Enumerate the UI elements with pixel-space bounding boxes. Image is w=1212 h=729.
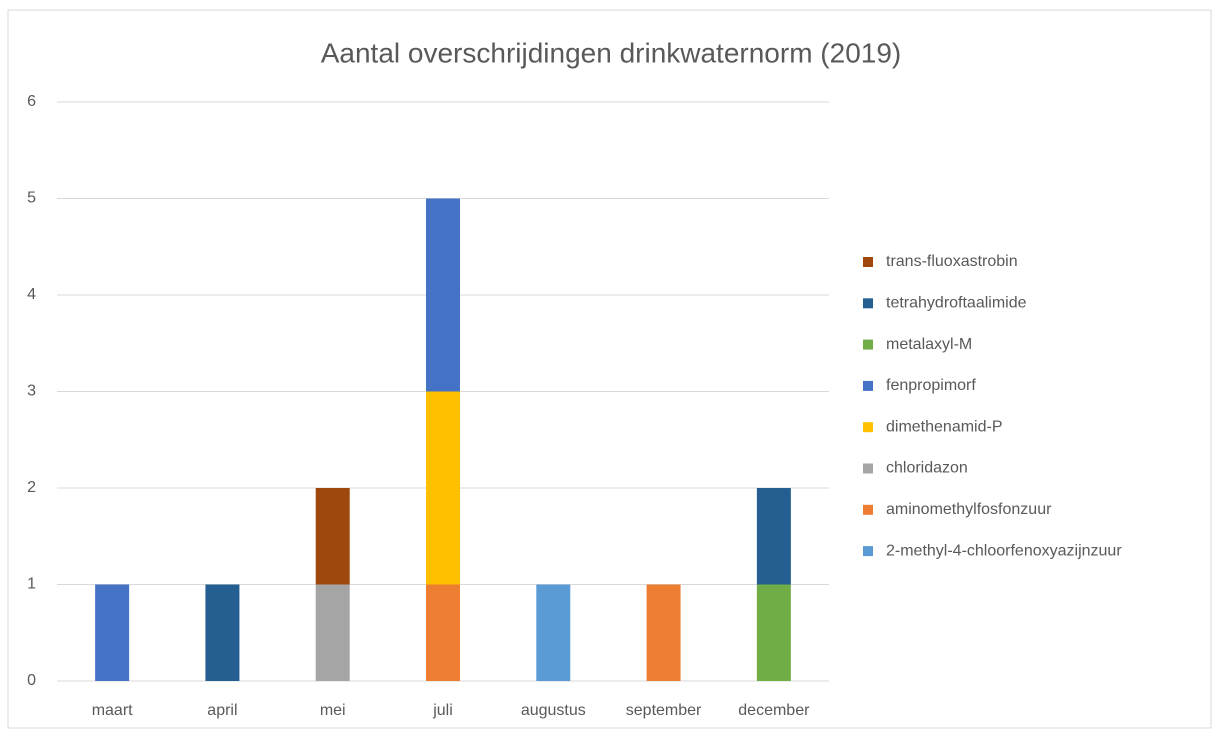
legend-swatch <box>863 546 873 557</box>
x-tick-label: december <box>738 702 810 719</box>
bar-segment <box>315 584 350 681</box>
legend-swatch <box>863 298 873 309</box>
y-tick-label: 3 <box>27 383 36 400</box>
y-tick-label: 0 <box>27 672 36 689</box>
legend-swatch <box>863 422 873 433</box>
y-tick-label: 2 <box>27 479 36 496</box>
bar-segment <box>426 391 460 585</box>
chart-title: Aantal overschrijdingen drinkwaternorm (… <box>321 37 902 68</box>
bar-segment <box>756 584 791 681</box>
x-tick-label: april <box>207 702 237 719</box>
bar-segment <box>536 584 571 681</box>
bar-segment <box>315 488 350 585</box>
legend-label: 2-methyl-4-chloorfenoxyazijnzuur <box>886 542 1122 559</box>
x-tick-label: augustus <box>521 702 586 719</box>
y-tick-label: 4 <box>27 286 36 303</box>
bar-segment <box>646 584 681 681</box>
x-tick-label: september <box>626 702 702 719</box>
x-tick-label: maart <box>92 702 133 719</box>
legend-label: chloridazon <box>886 460 968 477</box>
chart-frame <box>7 9 1212 729</box>
legend-swatch <box>863 380 873 391</box>
bar-segment <box>95 584 130 681</box>
legend-label: fenpropimorf <box>886 377 976 394</box>
legend-label: dimethenamid-P <box>886 418 1003 435</box>
x-tick-label: mei <box>320 702 346 719</box>
bar-segment <box>756 488 791 585</box>
legend-label: tetrahydroftaalimide <box>886 295 1027 312</box>
legend-swatch <box>863 504 873 515</box>
bar-segment <box>205 584 240 681</box>
legend-swatch <box>863 339 873 350</box>
legend-label: aminomethylfosfonzuur <box>886 501 1052 518</box>
legend-label: metalaxyl-M <box>886 336 972 353</box>
legend-label: trans-fluoxastrobin <box>886 253 1018 270</box>
x-tick-label: juli <box>432 702 453 719</box>
legend-swatch <box>863 463 873 474</box>
y-tick-label: 1 <box>27 576 36 593</box>
legend-swatch <box>863 257 873 267</box>
y-tick-label: 5 <box>27 190 36 207</box>
y-tick-label: 6 <box>27 93 36 110</box>
bar-segment <box>426 584 460 681</box>
bar-segment <box>426 198 460 392</box>
